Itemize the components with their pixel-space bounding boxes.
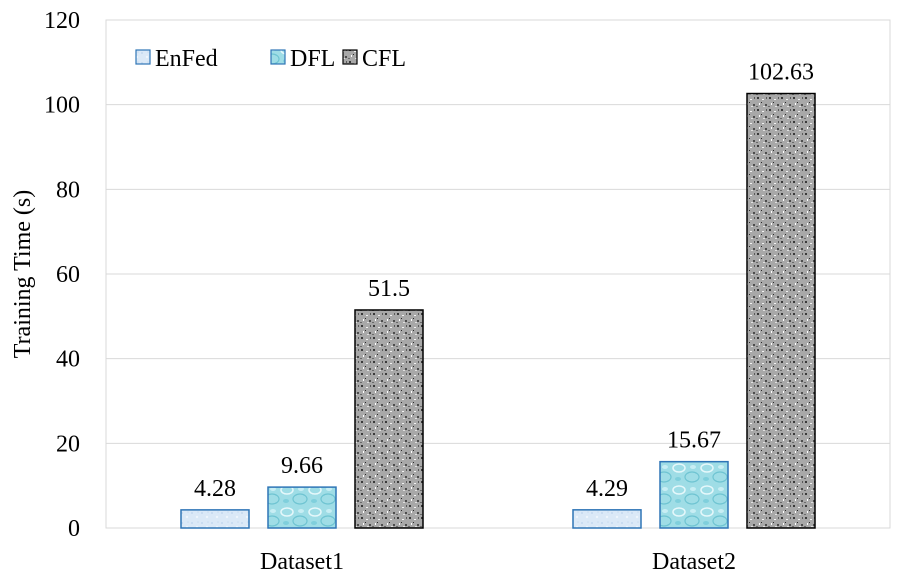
data-label: 15.67 [667,428,721,454]
bar-cfl-dataset1 [354,309,424,529]
y-axis-title: Training Time (s) [10,190,36,359]
data-labels: 4.28 9.66 51.5 4.29 15.67 102.63 [194,60,814,502]
y-tick-label: 80 [56,177,80,203]
legend-label-cfl: CFL [362,46,406,72]
legend-swatch-dfl [270,49,286,65]
legend-swatch-enfed [135,49,151,65]
legend-swatch-cfl [342,49,358,65]
x-tick-label: Dataset2 [652,549,736,575]
legend-label-dfl: DFL [290,46,335,72]
y-tick-label: 20 [56,431,80,457]
bar-cfl-dataset2 [746,92,816,529]
y-tick-label: 120 [44,8,80,34]
bar-dfl-dataset1 [267,486,337,529]
legend-label-enfed: EnFed [155,46,218,72]
data-label: 4.28 [194,476,236,502]
bar-enfed-dataset2 [572,509,642,529]
bar-dfl-dataset2 [659,460,729,529]
plot-area [105,19,891,529]
data-label: 102.63 [748,60,814,86]
y-tick-label: 0 [68,516,80,542]
data-label: 9.66 [281,453,323,479]
bar-enfed-dataset1 [180,509,250,529]
data-label: 4.29 [586,476,628,502]
legend: EnFed DFL CFL [135,46,406,72]
x-tick-label: Dataset1 [260,549,344,575]
x-axis-ticks: Dataset1 Dataset2 [260,549,736,575]
y-axis-ticks: 0 20 40 60 80 100 120 [44,8,80,542]
bars [180,92,816,529]
y-tick-label: 40 [56,347,80,373]
y-tick-label: 100 [44,93,80,119]
y-tick-label: 60 [56,262,80,288]
data-label: 51.5 [368,276,410,302]
